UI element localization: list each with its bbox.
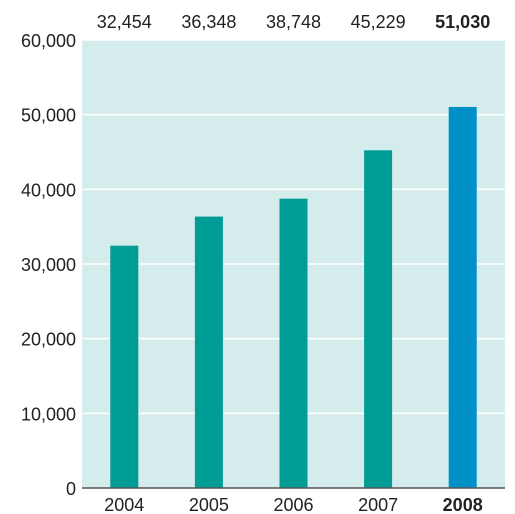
value-label: 38,748 [266,12,321,32]
y-tick-label: 60,000 [21,31,76,51]
y-tick-label: 0 [66,479,76,499]
value-label: 32,454 [97,12,152,32]
y-tick-label: 40,000 [21,180,76,200]
bar-2004 [110,245,139,488]
bar-2008 [448,106,477,488]
y-tick-label: 20,000 [21,330,76,350]
value-label: 36,348 [181,12,236,32]
y-tick-label: 30,000 [21,255,76,275]
x-axis-tick-labels: 2004 2005 2006 2007 2008 [104,495,482,514]
bars [110,106,477,489]
x-tick-label: 2004 [104,495,144,514]
x-tick-label: 2008 [443,495,483,514]
bar-2007 [364,150,393,488]
x-tick-label: 2005 [189,495,229,514]
bar-2005 [194,216,223,488]
y-tick-label: 50,000 [21,106,76,126]
value-label: 45,229 [351,12,406,32]
y-axis-tick-labels: 0 10,000 20,000 30,000 40,000 50,000 60,000 [21,31,76,499]
bar-2006 [279,198,308,489]
value-labels: 32,454 36,348 38,748 45,229 51,030 [97,12,490,32]
x-tick-label: 2006 [273,495,313,514]
y-tick-label: 10,000 [21,404,76,424]
x-tick-label: 2007 [358,495,398,514]
value-label: 51,030 [435,12,490,32]
